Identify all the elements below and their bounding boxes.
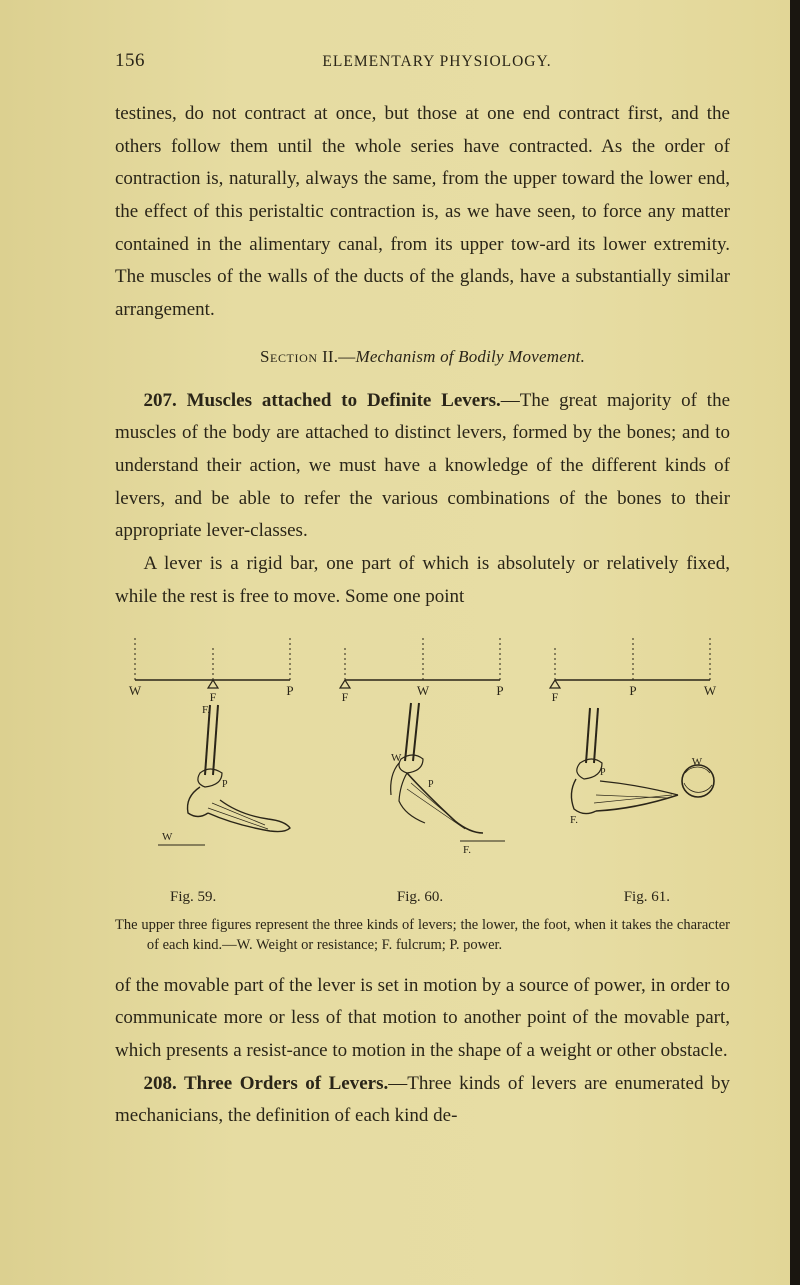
svg-text:P: P <box>600 767 606 778</box>
section-title: Mechanism of Bodily Movement. <box>355 347 585 366</box>
figure-captions-row: Fig. 59. Fig. 60. Fig. 61. <box>115 889 730 906</box>
svg-text:P: P <box>222 779 228 790</box>
svg-text:W: W <box>417 683 430 698</box>
running-title: ELEMENTARY PHYSIOLOGY. <box>322 53 551 71</box>
page-header: 156 ELEMENTARY PHYSIOLOGY. <box>115 50 730 72</box>
section-number: II.— <box>318 347 356 366</box>
svg-text:W: W <box>692 756 703 768</box>
svg-text:F.: F. <box>570 814 578 826</box>
svg-text:P: P <box>629 683 636 698</box>
para-heading: Three Orders of Levers. <box>184 1073 388 1094</box>
svg-text:F: F <box>552 690 559 704</box>
figure-block: W F P F. <box>115 625 730 885</box>
section-heading: Section II.—Mechanism of Bodily Movement… <box>115 347 730 367</box>
para-body: —The great majority of the muscles of th… <box>115 390 730 542</box>
svg-text:W: W <box>129 683 142 698</box>
svg-text:F.: F. <box>202 704 210 716</box>
fig-caption: Fig. 61. <box>624 889 670 906</box>
body-paragraph: A lever is a rigid bar, one part of whic… <box>115 548 730 613</box>
svg-text:W: W <box>704 683 717 698</box>
section-label: Section <box>260 347 318 366</box>
svg-text:P: P <box>428 779 434 790</box>
svg-text:P: P <box>286 683 293 698</box>
body-paragraph: testines, do not contract at once, but t… <box>115 98 730 327</box>
para-heading: Muscles attached to Definite Levers. <box>187 390 501 411</box>
lever-diagrams: W F P F. <box>115 625 730 885</box>
para-number: 207. <box>144 390 187 411</box>
para-number: 208. <box>144 1073 184 1094</box>
figure-legend: The upper three figures represent the th… <box>115 916 730 955</box>
numbered-paragraph: 207. Muscles attached to Definite Levers… <box>115 385 730 548</box>
svg-text:P: P <box>496 683 503 698</box>
svg-text:W: W <box>162 831 173 843</box>
numbered-paragraph: 208. Three Orders of Levers.—Three kinds… <box>115 1068 730 1133</box>
fig-caption: Fig. 59. <box>170 889 216 906</box>
svg-text:W: W <box>391 752 402 764</box>
fig-caption: Fig. 60. <box>397 889 443 906</box>
svg-text:F.: F. <box>463 844 471 856</box>
page-number: 156 <box>115 50 145 72</box>
page: 156 ELEMENTARY PHYSIOLOGY. testines, do … <box>0 0 800 1285</box>
svg-text:F: F <box>210 690 217 704</box>
svg-text:F: F <box>342 690 349 704</box>
body-paragraph: of the movable part of the lever is set … <box>115 970 730 1068</box>
